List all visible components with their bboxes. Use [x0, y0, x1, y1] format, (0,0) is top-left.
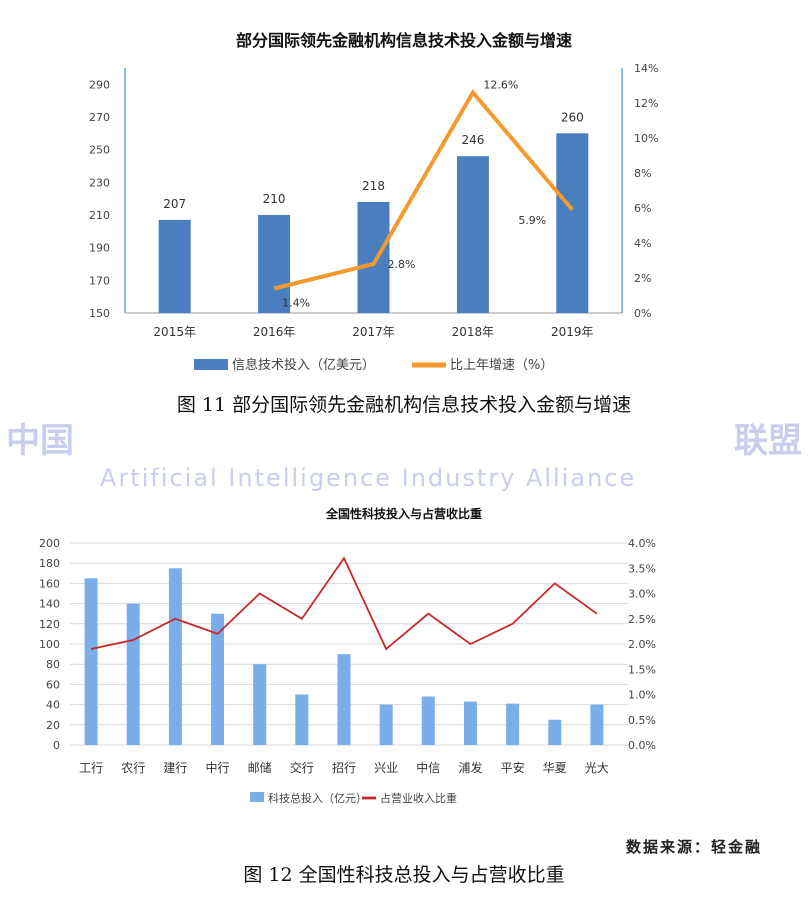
right-axis-tick: 3.0%	[628, 588, 656, 601]
right-axis-tick: 2%	[634, 272, 651, 285]
watermark-right: 联盟	[734, 421, 802, 461]
left-axis-tick: 290	[89, 78, 110, 91]
right-axis-tick: 12%	[634, 97, 658, 110]
watermark-left: 中国	[6, 421, 74, 461]
right-axis-tick: 3.5%	[628, 562, 656, 575]
left-axis-tick: 190	[89, 242, 110, 255]
category-label: 中信	[416, 760, 440, 775]
figure-12-caption: 图 12 全国性科技总投入与占营收比重	[243, 864, 565, 886]
bar-农行	[126, 603, 140, 745]
left-axis-tick: 140	[39, 598, 60, 611]
left-axis-tick: 230	[89, 176, 110, 189]
right-axis-tick: 4.0%	[628, 537, 656, 550]
left-axis-tick: 40	[46, 699, 60, 712]
legend-bar-label: 科技总投入（亿元）	[268, 791, 367, 805]
figure-11-caption: 图 11 部分国际领先金融机构信息技术投入金额与增速	[176, 394, 632, 416]
legend-bar-swatch	[194, 359, 228, 370]
category-label: 中行	[206, 760, 230, 775]
left-axis-tick: 100	[39, 638, 60, 651]
left-axis-tick: 170	[89, 274, 110, 287]
line-data-label: 12.6%	[483, 79, 518, 92]
legend-line-label: 占营业收入比重	[380, 791, 457, 805]
bar-data-label: 210	[263, 192, 286, 206]
bar-2017年	[357, 201, 390, 313]
legend-bar-label: 信息技术投入（亿美元）	[232, 357, 375, 373]
right-axis-tick: 0%	[634, 307, 651, 320]
category-label: 2018年	[452, 325, 495, 339]
bar-中行	[211, 613, 225, 745]
bar-data-label: 207	[163, 197, 186, 211]
left-axis-tick: 150	[89, 307, 110, 320]
right-axis-tick: 1.5%	[628, 663, 656, 676]
bar-中信	[421, 696, 435, 745]
right-axis-tick: 6%	[634, 202, 651, 215]
category-label: 平安	[501, 760, 525, 775]
bar-浦发	[463, 701, 477, 745]
category-label: 光大	[585, 761, 609, 775]
right-axis-tick: 14%	[634, 62, 658, 75]
right-axis-tick: 2.5%	[628, 613, 656, 626]
bar-data-label: 246	[461, 133, 484, 147]
left-axis-tick: 0	[53, 739, 60, 752]
left-axis-tick: 160	[39, 577, 60, 590]
category-label: 2017年	[352, 325, 395, 339]
bar-平安	[506, 703, 520, 745]
left-axis-tick: 80	[46, 658, 60, 671]
left-axis-tick: 20	[46, 719, 60, 732]
chart-title: 部分国际领先金融机构信息技术投入金额与增速	[236, 31, 572, 50]
bar-兴业	[379, 704, 393, 745]
bar-2019年	[556, 133, 589, 313]
bar-工行	[84, 578, 98, 745]
category-label: 农行	[121, 761, 145, 775]
chart-title: 全国性科技投入与占营收比重	[325, 506, 482, 521]
line-series	[273, 89, 574, 291]
right-axis-tick: 8%	[634, 167, 651, 180]
category-label: 华夏	[543, 761, 567, 775]
category-label: 工行	[79, 761, 103, 775]
bar-交行	[295, 694, 309, 745]
right-axis-tick: 0.0%	[628, 739, 656, 752]
legend-line-label: 比上年增速（%）	[450, 358, 553, 373]
category-label: 招行	[332, 761, 356, 775]
right-axis-tick: 2.0%	[628, 638, 656, 651]
bar-2016年	[258, 215, 291, 313]
watermark-english: Artificial Intelligence Industry Allianc…	[100, 464, 637, 492]
left-axis-tick: 270	[89, 111, 110, 124]
right-axis-tick: 0.5%	[628, 714, 656, 727]
category-label: 邮储	[248, 760, 272, 775]
category-label: 浦发	[458, 760, 482, 775]
category-label: 2019年	[551, 325, 594, 339]
bar-data-label: 218	[362, 179, 385, 193]
left-axis-tick: 200	[39, 537, 60, 550]
bar-2018年	[456, 156, 489, 313]
bar-2015年	[158, 219, 191, 313]
line-data-label: 1.4%	[282, 297, 310, 310]
bar-data-label: 260	[561, 110, 584, 124]
left-axis-tick: 250	[89, 144, 110, 157]
bar-华夏	[548, 719, 562, 745]
bar-光大	[590, 704, 604, 745]
line-data-label: 2.8%	[388, 258, 416, 271]
left-axis-tick: 120	[39, 618, 60, 631]
legend-bar-swatch	[250, 792, 264, 802]
category-label: 2016年	[253, 325, 296, 339]
right-axis-tick: 10%	[634, 132, 658, 145]
line-data-label: 5.9%	[518, 214, 546, 227]
left-axis-tick: 60	[46, 678, 60, 691]
right-axis-tick: 4%	[634, 237, 651, 250]
bar-招行	[337, 654, 351, 745]
bar-邮储	[253, 664, 267, 745]
left-axis-tick: 210	[89, 209, 110, 222]
category-label: 交行	[290, 760, 314, 775]
bar-建行	[168, 568, 182, 745]
category-label: 兴业	[374, 761, 398, 775]
category-label: 建行	[163, 761, 187, 775]
data-source: 数据来源：轻金融	[625, 838, 762, 856]
category-label: 2015年	[153, 325, 196, 339]
right-axis-tick: 1.0%	[628, 689, 656, 702]
left-axis-tick: 180	[39, 557, 60, 570]
